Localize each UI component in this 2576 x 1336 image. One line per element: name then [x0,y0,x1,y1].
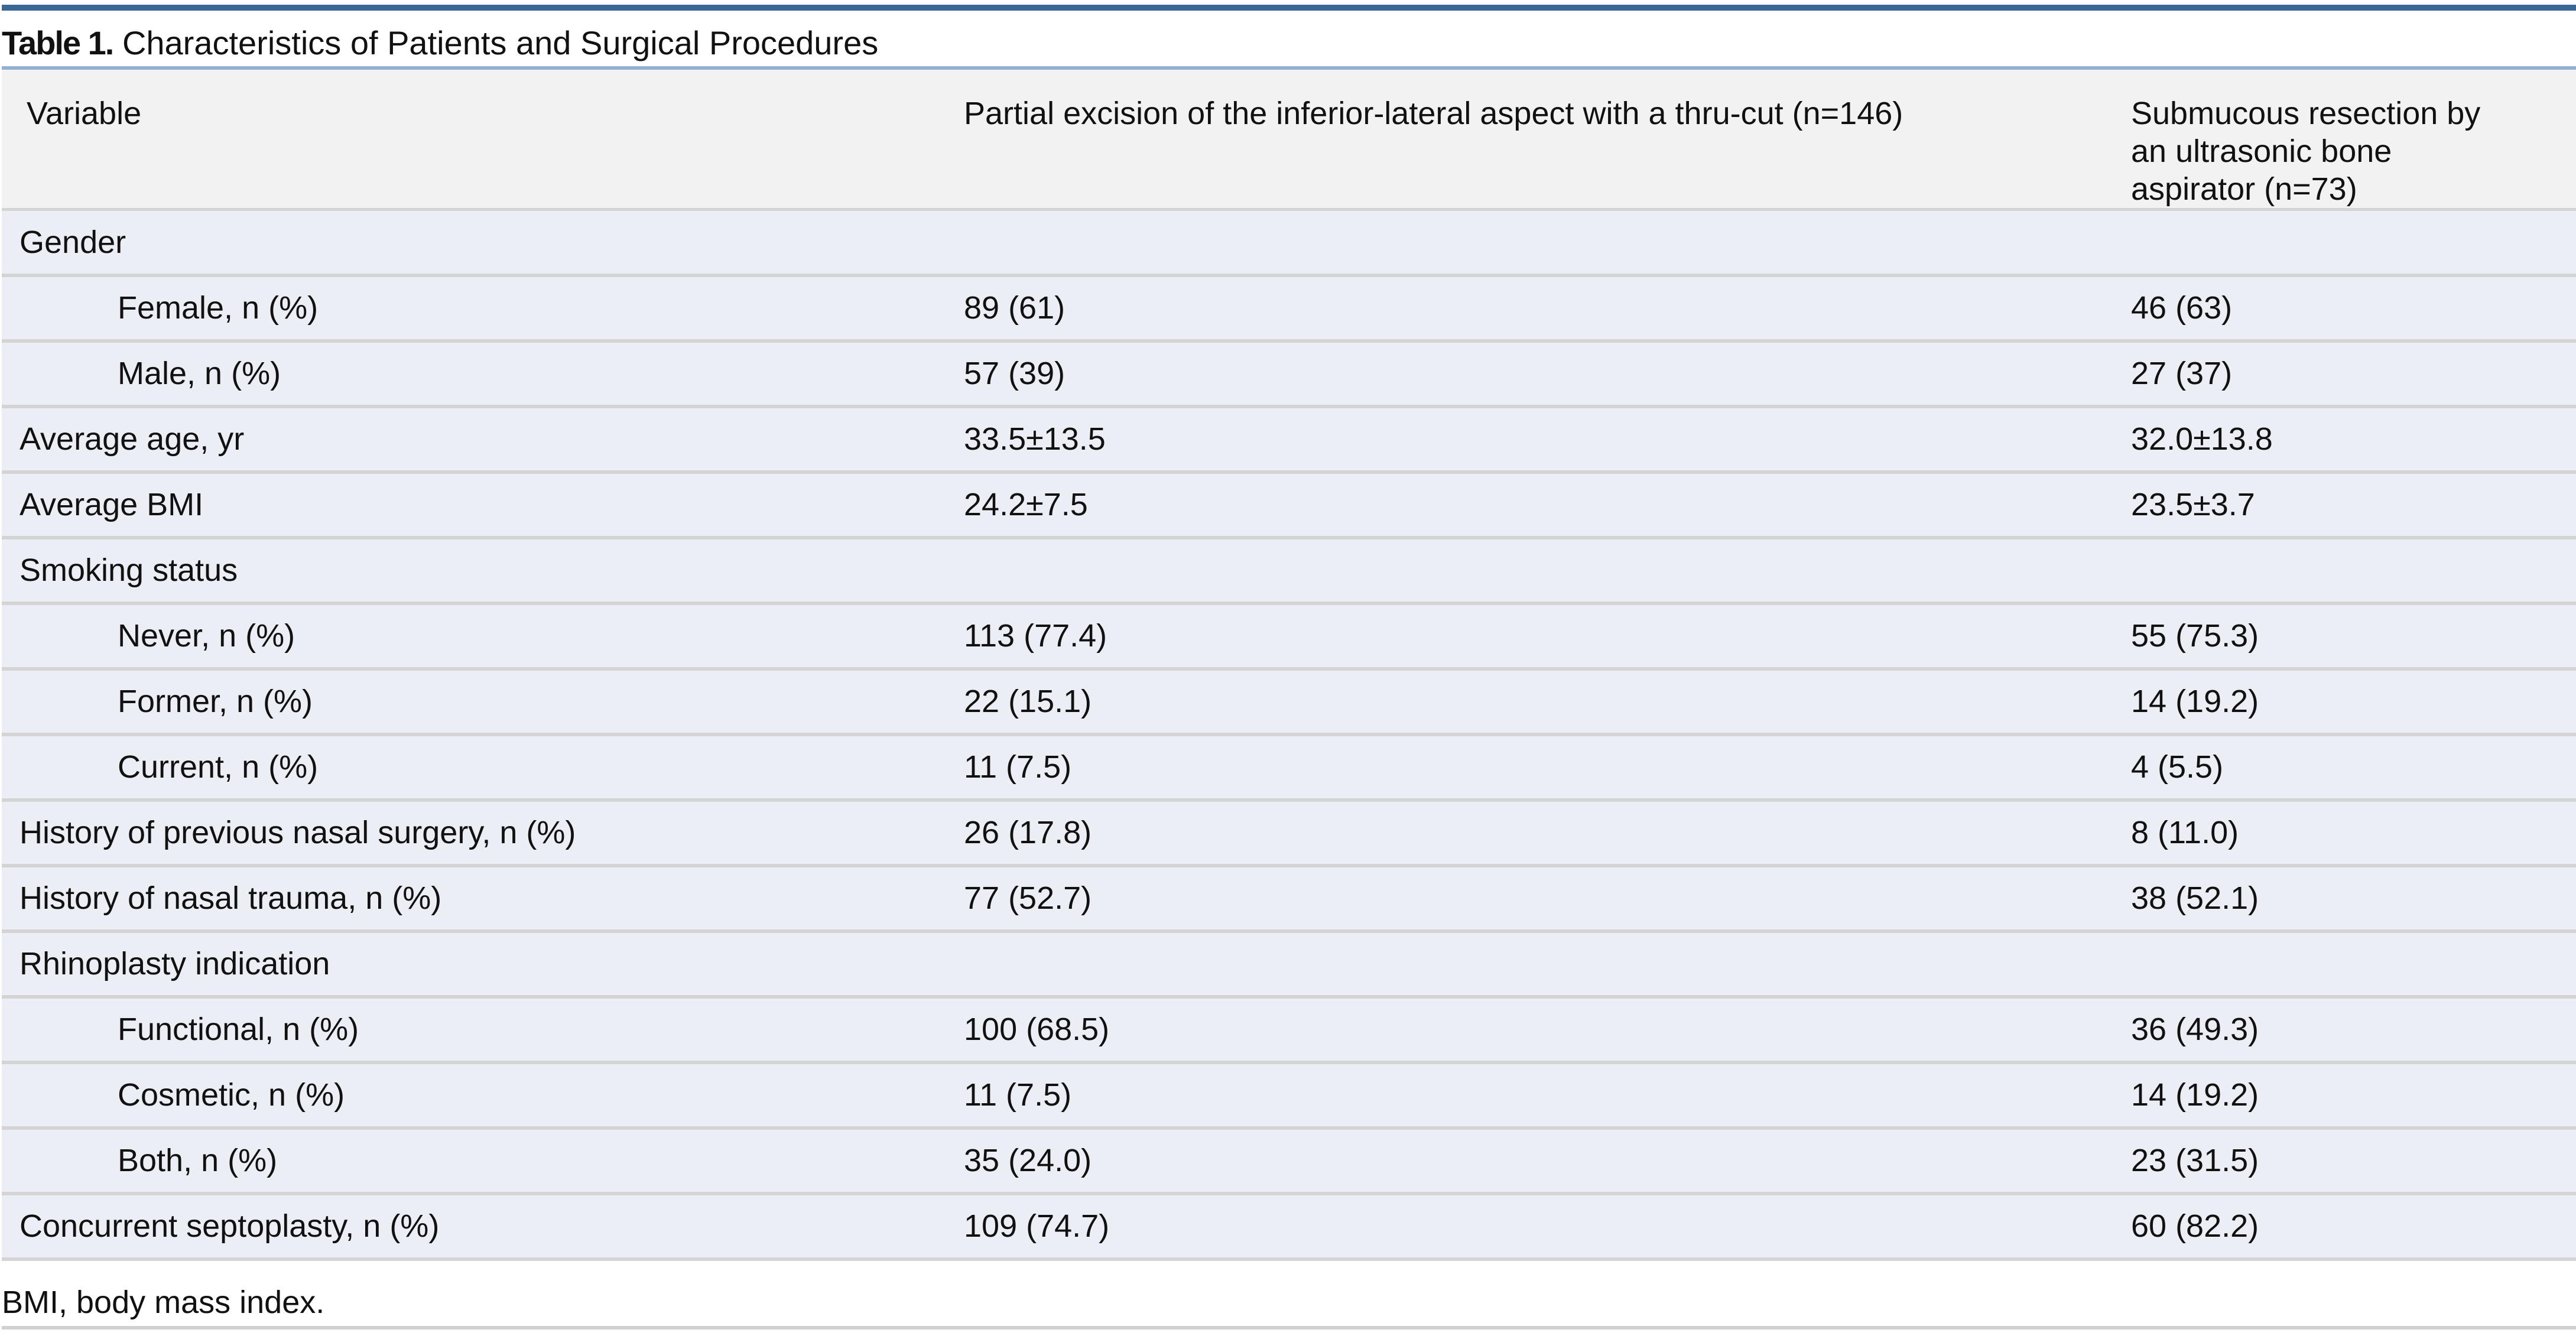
row-label: Male, n (%) [118,356,281,391]
thru-cut-value: 89 (61) [964,290,1066,326]
row-label: Never, n (%) [118,618,295,654]
table-label: Table 1. [2,24,114,61]
thru-cut-value [964,538,2131,603]
ultrasonic-value [2131,931,2576,997]
row-label: Concurrent septoplasty, n (%) [20,1208,440,1244]
table-row: Female, n (%) 89 (61) 46 (63) [2,275,2576,341]
thru-cut-value: 57 (39) [964,356,1066,391]
thru-cut-value: 26 (17.8) [964,815,1092,850]
table-row: Average BMI 24.2±7.5 23.5±3.7 [2,472,2576,538]
ultrasonic-value: 38 (52.1) [2131,880,2259,916]
table-caption: Characteristics of Patients and Surgical… [122,24,879,61]
header-rule [2,66,2576,70]
thru-cut-value: 77 (52.7) [964,880,1092,916]
ultrasonic-value: 8 (11.0) [2131,815,2239,850]
table-title: Table 1. Characteristics of Patients and… [2,22,878,64]
ultrasonic-value: 46 (63) [2131,290,2233,326]
ultrasonic-value [2131,538,2576,603]
characteristics-table: Variable Partial excision of the inferio… [2,70,2576,1261]
row-label: Smoking status [20,552,238,588]
thru-cut-value: 11 (7.5) [964,1077,1072,1113]
table-row: Rhinoplasty indication [2,931,2576,997]
thru-cut-value: 113 (77.4) [964,618,1107,654]
thru-cut-value: 100 (68.5) [964,1012,1110,1047]
row-label: Both, n (%) [118,1143,278,1178]
ultrasonic-value: 27 (37) [2131,356,2233,391]
row-label: Gender [20,224,126,260]
thru-cut-value: 109 (74.7) [964,1208,1110,1244]
top-rule [2,5,2576,11]
row-label: Cosmetic, n (%) [118,1077,345,1113]
row-label: History of nasal trauma, n (%) [20,880,442,916]
row-label: Female, n (%) [118,290,319,326]
ultrasonic-value: 55 (75.3) [2131,618,2259,654]
row-label: Average BMI [20,487,204,522]
row-label: Average age, yr [20,421,245,457]
row-label: Rhinoplasty indication [20,946,330,981]
table-row: Cosmetic, n (%) 11 (7.5) 14 (19.2) [2,1062,2576,1128]
row-label: Current, n (%) [118,749,319,785]
table-row: Never, n (%) 113 (77.4) 55 (75.3) [2,603,2576,669]
footnote: BMI, body mass index. [2,1285,325,1320]
table-row: Concurrent septoplasty, n (%) 109 (74.7) 6… [2,1193,2576,1259]
ultrasonic-value [2131,210,2576,275]
ultrasonic-value: 32.0±13.8 [2131,421,2273,457]
column-header-ultrasonic: Submucous resection by an ultrasonic bon… [2131,96,2481,207]
table-row: History of previous nasal surgery, n (%)… [2,799,2576,866]
thru-cut-value: 35 (24.0) [964,1143,1092,1178]
table-row: Both, n (%) 35 (24.0) 23 (31.5) [2,1127,2576,1194]
thru-cut-value [964,931,2131,997]
ultrasonic-value: 4 (5.5) [2131,749,2224,785]
table-row: Former, n (%) 22 (15.1) 14 (19.2) [2,668,2576,734]
table-row: Gender [2,209,2576,275]
table-row: Male, n (%) 57 (39) 27 (37) [2,340,2576,407]
header-row: Variable Partial excision of the inferio… [2,70,2576,210]
table-row: Current, n (%) 11 (7.5) 4 (5.5) [2,734,2576,800]
row-label: Former, n (%) [118,684,313,719]
ultrasonic-value: 14 (19.2) [2131,684,2259,719]
thru-cut-value: 24.2±7.5 [964,487,1088,522]
ultrasonic-value: 14 (19.2) [2131,1077,2259,1113]
footer-rule [2,1326,2576,1330]
ultrasonic-value: 60 (82.2) [2131,1208,2259,1244]
thru-cut-value: 33.5±13.5 [964,421,1106,457]
table-row: Functional, n (%) 100 (68.5) 36 (49.3) [2,996,2576,1062]
thru-cut-value: 11 (7.5) [964,749,1072,785]
table-row: Smoking status [2,537,2576,603]
column-header-thru-cut: Partial excision of the inferior-lateral… [964,96,1903,131]
ultrasonic-value: 23 (31.5) [2131,1143,2259,1178]
ultrasonic-value: 23.5±3.7 [2131,487,2255,522]
thru-cut-value [964,210,2131,275]
row-label: History of previous nasal surgery, n (%) [20,815,576,850]
table-row: History of nasal trauma, n (%) 77 (52.7) 3… [2,865,2576,931]
row-label: Functional, n (%) [118,1012,359,1047]
table-row: Average age, yr 33.5±13.5 32.0±13.8 [2,406,2576,472]
ultrasonic-value: 36 (49.3) [2131,1012,2259,1047]
thru-cut-value: 22 (15.1) [964,684,1092,719]
column-header-variable: Variable [27,96,142,131]
